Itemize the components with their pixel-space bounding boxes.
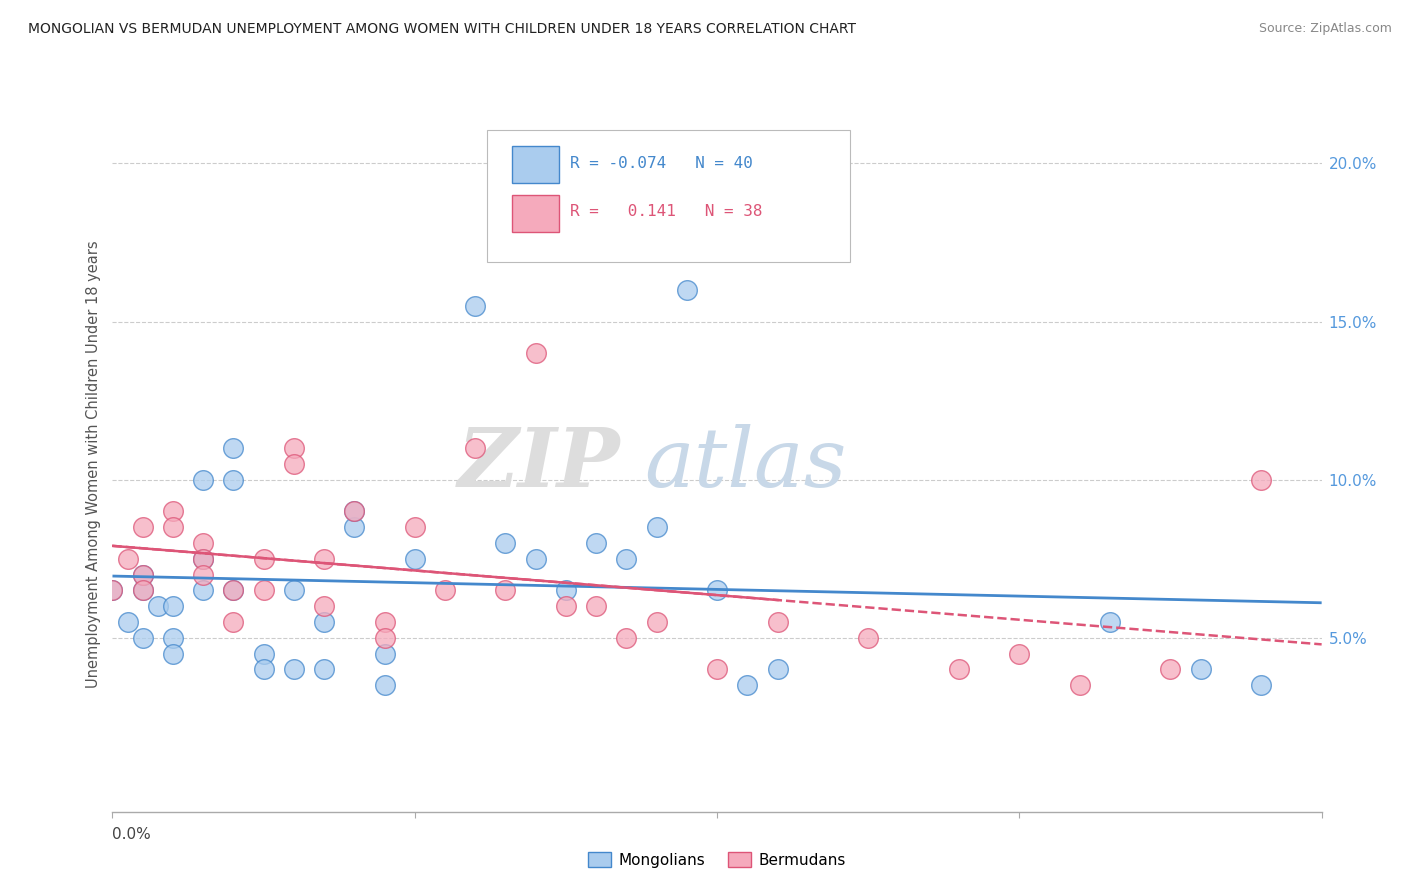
Point (343, 520, 366, 534)
Point (554, 583, 576, 598)
FancyBboxPatch shape (512, 146, 558, 184)
Point (283, 457, 305, 471)
Point (1008, 647, 1031, 661)
Text: ZIP: ZIP (458, 424, 620, 504)
Point (283, 583, 305, 598)
Point (312, 662, 335, 676)
Point (706, 583, 728, 598)
Point (554, 599, 576, 614)
Point (585, 536, 607, 550)
Point (132, 631, 155, 645)
Point (222, 583, 245, 598)
Point (524, 551, 547, 566)
Point (162, 631, 184, 645)
Point (162, 504, 184, 518)
Text: atlas: atlas (644, 424, 846, 504)
Point (766, 615, 789, 629)
Text: R =   0.141   N = 38: R = 0.141 N = 38 (569, 204, 762, 219)
Point (343, 504, 366, 518)
Point (222, 441, 245, 455)
Point (101, 583, 124, 598)
Point (312, 551, 335, 566)
Point (645, 520, 668, 534)
Point (585, 599, 607, 614)
Point (253, 583, 276, 598)
Y-axis label: Unemployment Among Women with Children Under 18 years: Unemployment Among Women with Children U… (86, 240, 101, 688)
Point (162, 520, 184, 534)
Point (373, 631, 396, 645)
Point (162, 647, 184, 661)
Point (616, 551, 638, 566)
Point (222, 583, 245, 598)
Point (222, 615, 245, 629)
Point (1159, 662, 1181, 676)
Point (373, 678, 396, 692)
Point (132, 583, 155, 598)
Legend: Mongolians, Bermudans: Mongolians, Bermudans (582, 846, 852, 873)
Point (132, 583, 155, 598)
Point (222, 473, 245, 487)
FancyBboxPatch shape (512, 194, 558, 232)
Point (312, 599, 335, 614)
Point (1250, 678, 1272, 692)
Text: MONGOLIAN VS BERMUDAN UNEMPLOYMENT AMONG WOMEN WITH CHILDREN UNDER 18 YEARS CORR: MONGOLIAN VS BERMUDAN UNEMPLOYMENT AMONG… (28, 22, 856, 37)
Point (117, 615, 139, 629)
Point (737, 678, 759, 692)
Point (948, 662, 970, 676)
Point (433, 583, 456, 598)
FancyBboxPatch shape (488, 130, 851, 262)
Point (495, 536, 517, 550)
Point (645, 615, 668, 629)
Text: R = -0.074   N = 40: R = -0.074 N = 40 (569, 156, 752, 170)
Point (343, 504, 366, 518)
Point (132, 567, 155, 582)
Point (312, 615, 335, 629)
Point (283, 662, 305, 676)
Point (856, 631, 880, 645)
Point (675, 283, 697, 297)
Point (253, 551, 276, 566)
Point (1098, 615, 1121, 629)
Point (132, 520, 155, 534)
Point (132, 567, 155, 582)
Point (766, 662, 789, 676)
Point (191, 551, 215, 566)
Point (464, 299, 486, 313)
Point (191, 567, 215, 582)
Point (404, 551, 426, 566)
Point (373, 615, 396, 629)
Point (495, 583, 517, 598)
Point (524, 346, 547, 360)
Point (1069, 678, 1091, 692)
Text: Source: ZipAtlas.com: Source: ZipAtlas.com (1258, 22, 1392, 36)
Point (373, 647, 396, 661)
Point (616, 631, 638, 645)
Point (191, 536, 215, 550)
Point (191, 583, 215, 598)
Point (253, 647, 276, 661)
Point (464, 441, 486, 455)
Text: 0.0%: 0.0% (112, 827, 152, 842)
Point (706, 662, 728, 676)
Point (146, 599, 169, 614)
Point (162, 599, 184, 614)
Point (191, 551, 215, 566)
Point (101, 583, 124, 598)
Point (1250, 473, 1272, 487)
Point (1189, 662, 1212, 676)
Point (283, 441, 305, 455)
Point (117, 551, 139, 566)
Point (404, 520, 426, 534)
Point (191, 473, 215, 487)
Point (253, 662, 276, 676)
